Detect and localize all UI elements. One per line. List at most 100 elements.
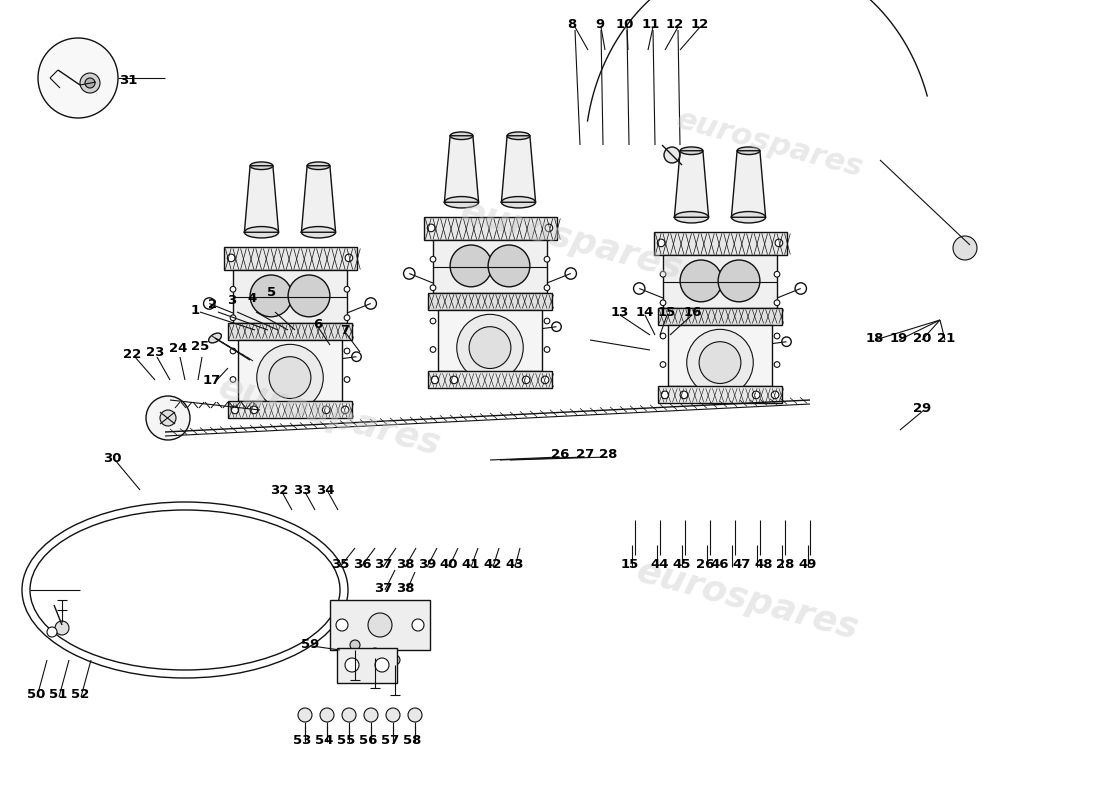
- Text: 33: 33: [293, 483, 311, 497]
- Bar: [337, 648, 397, 683]
- Ellipse shape: [270, 357, 311, 398]
- Text: 15: 15: [620, 558, 639, 571]
- Circle shape: [658, 239, 664, 246]
- Circle shape: [146, 396, 190, 440]
- Circle shape: [774, 333, 780, 339]
- Text: 46: 46: [711, 558, 729, 571]
- Circle shape: [522, 376, 530, 384]
- Text: 3: 3: [228, 294, 236, 306]
- Circle shape: [230, 315, 235, 321]
- Text: 6: 6: [314, 318, 322, 331]
- Bar: [238, 339, 342, 402]
- Bar: [428, 371, 552, 389]
- Ellipse shape: [502, 197, 536, 208]
- Circle shape: [322, 406, 330, 414]
- Bar: [433, 240, 547, 293]
- Text: 17: 17: [202, 374, 221, 386]
- Circle shape: [298, 708, 312, 722]
- Text: 57: 57: [381, 734, 399, 746]
- Text: 21: 21: [937, 331, 955, 345]
- Ellipse shape: [250, 162, 273, 170]
- Bar: [668, 325, 772, 386]
- Text: 12: 12: [666, 18, 684, 31]
- Text: 56: 56: [359, 734, 377, 746]
- Text: 49: 49: [799, 558, 817, 571]
- Text: 23: 23: [146, 346, 164, 358]
- Circle shape: [427, 224, 434, 232]
- Text: 47: 47: [733, 558, 751, 571]
- Text: 27: 27: [576, 449, 594, 462]
- Text: 16: 16: [684, 306, 702, 318]
- Text: 38: 38: [396, 582, 415, 594]
- Circle shape: [408, 708, 422, 722]
- Polygon shape: [244, 166, 278, 232]
- Circle shape: [774, 362, 780, 367]
- Text: 4: 4: [248, 291, 256, 305]
- Ellipse shape: [700, 342, 741, 383]
- Circle shape: [660, 271, 666, 277]
- Circle shape: [160, 410, 176, 426]
- Circle shape: [680, 391, 688, 398]
- Ellipse shape: [674, 211, 708, 223]
- Text: 10: 10: [616, 18, 635, 31]
- Ellipse shape: [552, 322, 561, 331]
- Circle shape: [634, 282, 645, 294]
- Circle shape: [368, 613, 392, 637]
- Ellipse shape: [250, 275, 292, 317]
- Text: 36: 36: [353, 558, 372, 571]
- Ellipse shape: [288, 275, 330, 317]
- Text: 52: 52: [70, 689, 89, 702]
- Ellipse shape: [456, 314, 524, 381]
- Text: 39: 39: [418, 558, 437, 571]
- Circle shape: [660, 333, 666, 339]
- Circle shape: [541, 376, 549, 384]
- Circle shape: [344, 315, 350, 321]
- Text: 13: 13: [610, 306, 629, 318]
- Bar: [663, 255, 777, 307]
- Polygon shape: [732, 150, 766, 218]
- Circle shape: [752, 391, 760, 398]
- Text: 32: 32: [270, 483, 288, 497]
- Circle shape: [344, 348, 350, 354]
- Polygon shape: [301, 166, 336, 232]
- Text: 45: 45: [673, 558, 691, 571]
- Text: 42: 42: [484, 558, 503, 571]
- Text: 58: 58: [403, 734, 421, 746]
- Text: 37: 37: [374, 582, 393, 594]
- Ellipse shape: [450, 132, 473, 139]
- Circle shape: [345, 658, 359, 672]
- Ellipse shape: [352, 352, 361, 362]
- Text: 19: 19: [890, 331, 909, 345]
- Text: 35: 35: [331, 558, 349, 571]
- Circle shape: [85, 78, 95, 88]
- Circle shape: [231, 406, 239, 414]
- Bar: [233, 270, 346, 322]
- Bar: [424, 217, 557, 240]
- Circle shape: [390, 655, 400, 665]
- Circle shape: [344, 377, 350, 382]
- Circle shape: [370, 648, 379, 658]
- Circle shape: [80, 73, 100, 93]
- Circle shape: [430, 318, 436, 324]
- Circle shape: [342, 708, 356, 722]
- Text: 48: 48: [755, 558, 773, 571]
- Bar: [229, 322, 352, 339]
- Circle shape: [230, 377, 235, 382]
- Text: 25: 25: [191, 339, 209, 353]
- Circle shape: [771, 391, 779, 398]
- Ellipse shape: [718, 260, 760, 302]
- Text: 31: 31: [119, 74, 138, 86]
- Text: 40: 40: [440, 558, 459, 571]
- Ellipse shape: [444, 197, 478, 208]
- Bar: [438, 310, 542, 371]
- Text: eurospares: eurospares: [216, 370, 444, 462]
- Text: 50: 50: [26, 689, 45, 702]
- Circle shape: [544, 256, 550, 262]
- Ellipse shape: [680, 260, 722, 302]
- Circle shape: [204, 298, 214, 309]
- Circle shape: [774, 271, 780, 277]
- Circle shape: [450, 376, 458, 384]
- Ellipse shape: [782, 337, 791, 346]
- Text: eurospares: eurospares: [634, 554, 862, 646]
- Ellipse shape: [469, 326, 510, 369]
